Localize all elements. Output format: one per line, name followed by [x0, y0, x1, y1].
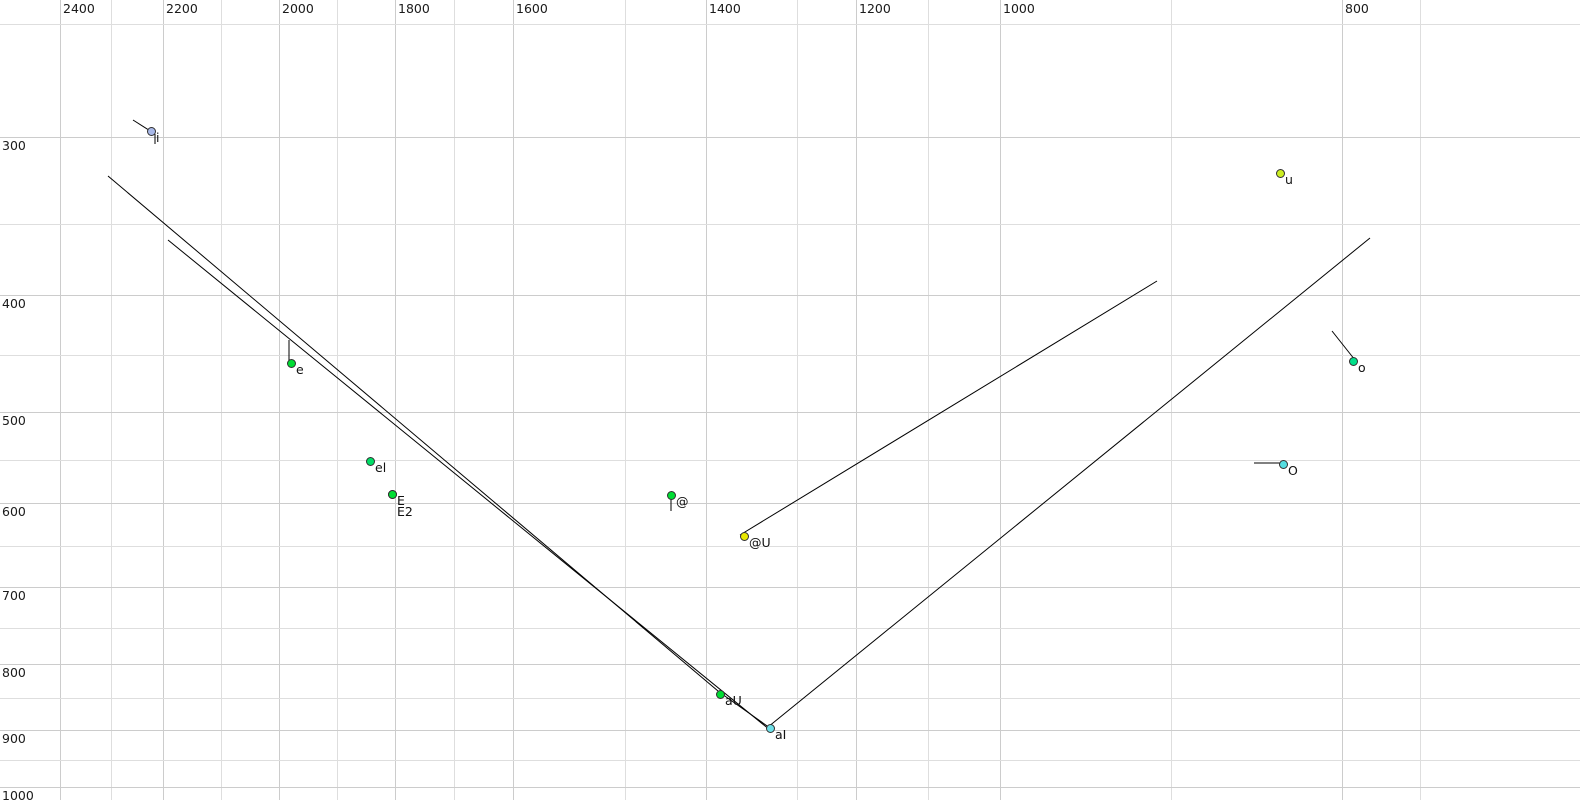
track-aI-rise [767, 237, 1371, 728]
track-atU-rise [739, 280, 1158, 536]
track-o-stub [1331, 330, 1356, 361]
track-long-lower [167, 239, 771, 731]
track-i [132, 119, 156, 135]
track-aU-aI [721, 693, 771, 729]
